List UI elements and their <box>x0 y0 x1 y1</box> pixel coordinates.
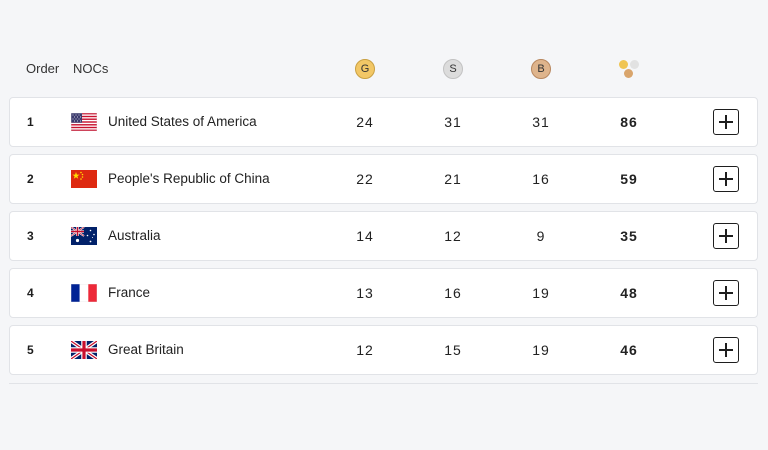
table-row[interactable]: 2 People's Republic of China 22 21 16 59 <box>9 154 758 204</box>
bronze-count: 9 <box>536 228 546 244</box>
total-medals-icon[interactable] <box>618 58 642 80</box>
gold-count: 22 <box>356 171 374 187</box>
great-britain-flag <box>71 341 97 359</box>
china-flag <box>71 170 97 188</box>
table-row[interactable]: 5 Great Britain 12 15 19 46 <box>9 325 758 375</box>
expand-row-button[interactable] <box>713 337 739 363</box>
usa-flag <box>71 113 97 131</box>
bronze-medal-icon[interactable]: B <box>531 59 551 79</box>
silver-count: 16 <box>444 285 462 301</box>
silver-count: 12 <box>444 228 462 244</box>
row-order: 3 <box>27 229 34 243</box>
bronze-count: 19 <box>532 342 550 358</box>
country-name[interactable]: People's Republic of China <box>108 171 270 186</box>
order-column-header[interactable]: Order <box>26 61 60 76</box>
country-name[interactable]: France <box>108 285 151 300</box>
country-name[interactable]: Great Britain <box>108 342 184 357</box>
table-row[interactable]: 3 Australia 14 12 9 35 <box>9 211 758 261</box>
bronze-count: 19 <box>532 285 550 301</box>
total-count: 86 <box>620 114 638 130</box>
expand-row-button[interactable] <box>713 223 739 249</box>
row-order: 5 <box>27 343 34 357</box>
silver-count: 15 <box>444 342 462 358</box>
total-count: 59 <box>620 171 638 187</box>
expand-row-button[interactable] <box>713 166 739 192</box>
gold-count: 13 <box>356 285 374 301</box>
table-header: Order NOCs G S B <box>0 56 768 82</box>
row-order: 1 <box>27 115 34 129</box>
gold-medal-icon[interactable]: G <box>355 59 375 79</box>
row-order: 2 <box>27 172 34 186</box>
gold-count: 12 <box>356 342 374 358</box>
silver-count: 31 <box>444 114 462 130</box>
nocs-column-header[interactable]: NOCs <box>73 61 109 76</box>
total-count: 35 <box>620 228 638 244</box>
total-count: 48 <box>620 285 638 301</box>
total-count: 46 <box>620 342 638 358</box>
table-row[interactable]: 1 United States of America 24 31 31 86 <box>9 97 758 147</box>
expand-row-button[interactable] <box>713 280 739 306</box>
expand-row-button[interactable] <box>713 109 739 135</box>
country-name[interactable]: United States of America <box>108 114 257 129</box>
row-order: 4 <box>27 286 34 300</box>
australia-flag <box>71 227 97 245</box>
next-row-edge <box>9 383 758 385</box>
country-name[interactable]: Australia <box>108 228 161 243</box>
bronze-count: 16 <box>532 171 550 187</box>
gold-count: 14 <box>356 228 374 244</box>
bronze-count: 31 <box>532 114 550 130</box>
silver-medal-icon[interactable]: S <box>443 59 463 79</box>
table-row[interactable]: 4 France 13 16 19 48 <box>9 268 758 318</box>
gold-count: 24 <box>356 114 374 130</box>
silver-count: 21 <box>444 171 462 187</box>
france-flag <box>71 284 97 302</box>
